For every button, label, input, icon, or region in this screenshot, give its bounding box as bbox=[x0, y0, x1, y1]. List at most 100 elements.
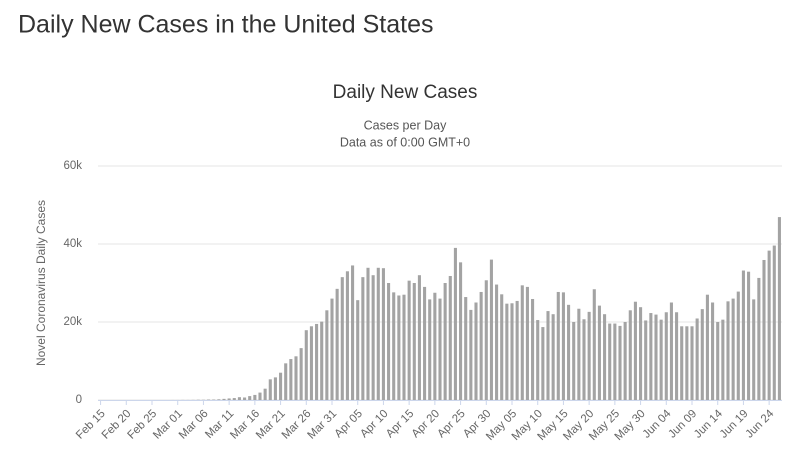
bar bbox=[762, 260, 765, 400]
bar bbox=[613, 324, 616, 400]
bar bbox=[382, 268, 385, 400]
chart-subtitle: Data as of 0:00 GMT+0 bbox=[340, 135, 470, 149]
bar bbox=[238, 397, 241, 400]
bar bbox=[726, 301, 729, 400]
bar bbox=[531, 299, 534, 400]
bar bbox=[438, 299, 441, 400]
bar bbox=[480, 292, 483, 400]
bar bbox=[567, 305, 570, 400]
bar bbox=[269, 379, 272, 400]
bar bbox=[315, 324, 318, 400]
bar bbox=[696, 318, 699, 400]
x-tick-label: Apr 25 bbox=[435, 408, 467, 440]
bar bbox=[341, 277, 344, 400]
bar bbox=[634, 302, 637, 400]
bar bbox=[310, 326, 313, 400]
bar bbox=[598, 306, 601, 400]
bar bbox=[521, 285, 524, 400]
bar bbox=[351, 265, 354, 400]
bar bbox=[387, 283, 390, 400]
bar bbox=[464, 297, 467, 400]
bar bbox=[372, 275, 375, 400]
bar bbox=[649, 313, 652, 400]
bar bbox=[500, 294, 503, 400]
bar bbox=[629, 310, 632, 400]
bar bbox=[346, 271, 349, 400]
bar bbox=[413, 283, 416, 400]
bar bbox=[562, 292, 565, 400]
bar bbox=[228, 398, 231, 400]
bar bbox=[490, 260, 493, 400]
bar bbox=[577, 309, 580, 400]
bar bbox=[485, 280, 488, 400]
bar bbox=[644, 320, 647, 400]
bar bbox=[654, 315, 657, 400]
x-tick-label: Jun 24 bbox=[744, 407, 777, 440]
bar bbox=[768, 251, 771, 400]
bar bbox=[408, 281, 411, 400]
bar bbox=[660, 320, 663, 400]
bar bbox=[469, 310, 472, 400]
bar bbox=[392, 292, 395, 400]
bar bbox=[510, 303, 513, 400]
bar bbox=[356, 300, 359, 400]
bar bbox=[747, 272, 750, 400]
bar bbox=[680, 326, 683, 400]
bar bbox=[706, 295, 709, 400]
bar bbox=[752, 299, 755, 400]
bar bbox=[459, 262, 462, 400]
chart-title: Daily New Cases bbox=[333, 82, 478, 103]
y-tick-label: 40k bbox=[63, 238, 82, 250]
y-axis-label: Novel Coronavirus Daily Cases bbox=[34, 200, 48, 366]
bar bbox=[474, 303, 477, 401]
bar bbox=[361, 277, 364, 400]
bar bbox=[721, 320, 724, 400]
bar bbox=[757, 278, 760, 400]
bar bbox=[279, 373, 282, 400]
x-tick-label: Apr 20 bbox=[410, 408, 442, 440]
bar bbox=[233, 398, 236, 400]
bar bbox=[402, 295, 405, 400]
y-tick-label: 60k bbox=[63, 160, 82, 172]
bar bbox=[294, 356, 297, 400]
bar bbox=[258, 393, 261, 400]
bar bbox=[449, 276, 452, 400]
bar bbox=[737, 292, 740, 400]
bar bbox=[330, 299, 333, 400]
y-tick-label: 0 bbox=[76, 394, 82, 406]
bar bbox=[541, 327, 544, 400]
bar bbox=[243, 398, 246, 400]
bar bbox=[639, 307, 642, 400]
x-tick-label: Apr 10 bbox=[358, 408, 390, 440]
bar bbox=[284, 363, 287, 400]
bar bbox=[433, 293, 436, 400]
bar bbox=[778, 217, 781, 400]
bar bbox=[711, 303, 714, 401]
bar bbox=[603, 314, 606, 400]
bar bbox=[300, 348, 303, 400]
bar bbox=[588, 312, 591, 400]
x-tick-label: Mar 06 bbox=[177, 408, 211, 442]
x-tick-label: Apr 05 bbox=[333, 408, 365, 440]
bar bbox=[624, 322, 627, 400]
y-tick-label: 20k bbox=[63, 316, 82, 328]
bar bbox=[248, 396, 251, 400]
bar bbox=[274, 377, 277, 400]
bar bbox=[536, 320, 539, 400]
bar bbox=[516, 301, 519, 400]
bar bbox=[701, 309, 704, 400]
bar bbox=[732, 299, 735, 400]
bar bbox=[675, 312, 678, 400]
bar bbox=[546, 311, 549, 400]
bar bbox=[618, 326, 621, 400]
bar bbox=[320, 322, 323, 400]
bar bbox=[423, 287, 426, 400]
bar bbox=[557, 292, 560, 400]
bar bbox=[377, 268, 380, 400]
bar bbox=[526, 287, 529, 400]
bar bbox=[336, 289, 339, 400]
bar bbox=[217, 399, 220, 400]
bar bbox=[773, 246, 776, 400]
bar bbox=[418, 275, 421, 400]
